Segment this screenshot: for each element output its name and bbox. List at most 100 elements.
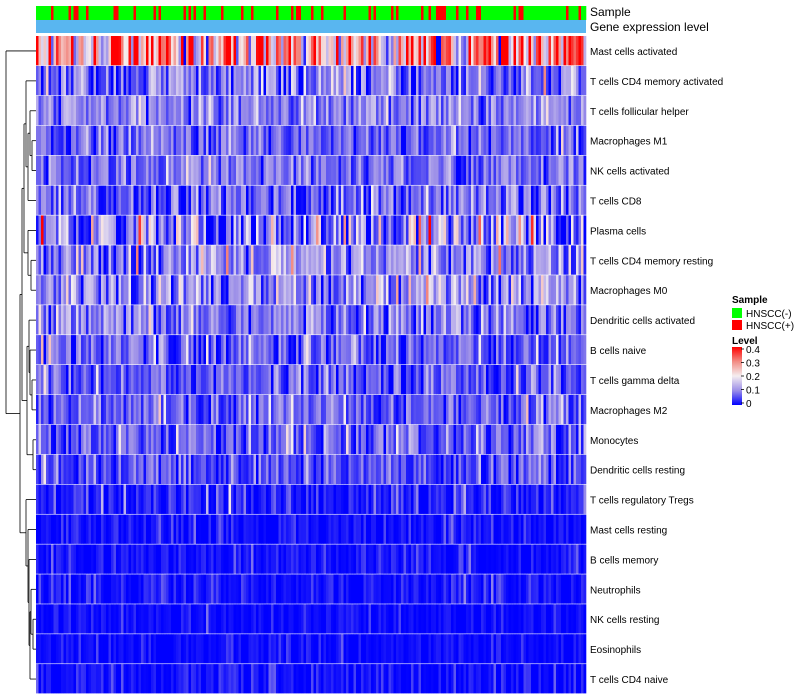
- heatmap-cell: [523, 155, 527, 185]
- heatmap-cell: [223, 514, 227, 544]
- heatmap-cell: [351, 514, 354, 544]
- heatmap-cell: [441, 634, 444, 664]
- heatmap-cell: [483, 335, 487, 365]
- heatmap-cell: [258, 275, 262, 305]
- heatmap-cell: [521, 65, 524, 96]
- heatmap-cell: [543, 424, 547, 455]
- heatmap-cell: [51, 335, 54, 365]
- heatmap-cell: [181, 574, 184, 604]
- heatmap-cell: [188, 454, 192, 485]
- heatmap-cell: [498, 155, 502, 185]
- heatmap-cell: [406, 424, 409, 455]
- sample-annotation-cell: [471, 6, 474, 20]
- heatmap-cell: [423, 245, 427, 275]
- heatmap-cell: [378, 305, 382, 335]
- heatmap-cell: [371, 305, 374, 335]
- heatmap-cell: [408, 514, 412, 544]
- heatmap-cell: [201, 454, 204, 485]
- heatmap-cell: [171, 215, 174, 245]
- heatmap-cell: [258, 245, 262, 275]
- heatmap-cell: [163, 215, 167, 245]
- heatmap-cell: [573, 454, 577, 485]
- heatmap-cell: [466, 394, 469, 425]
- heatmap-cell: [51, 484, 54, 514]
- heatmap-cell: [311, 36, 314, 66]
- heatmap-cell: [93, 65, 97, 96]
- heatmap-cell: [66, 394, 69, 425]
- heatmap-cell: [113, 65, 117, 96]
- heatmap-cell: [318, 155, 322, 185]
- heatmap-cell: [218, 95, 222, 126]
- heatmap-cell: [321, 305, 324, 335]
- heatmap-cell: [426, 634, 429, 664]
- heatmap-cell: [381, 604, 384, 634]
- heatmap-cell: [396, 215, 399, 245]
- heatmap-cell: [236, 185, 239, 215]
- heatmap-cell: [331, 125, 334, 156]
- sample-annotation-cell: [441, 6, 444, 20]
- heatmap-cell: [401, 454, 404, 485]
- heatmap-cell: [316, 514, 319, 544]
- heatmap-cell: [368, 604, 372, 634]
- heatmap-cell: [423, 365, 427, 395]
- heatmap-cell: [568, 185, 572, 215]
- heatmap-cell: [353, 424, 357, 455]
- heatmap-cell: [336, 125, 339, 156]
- heatmap-cell: [176, 424, 179, 455]
- heatmap-cell: [223, 125, 227, 156]
- heatmap-cell: [83, 245, 87, 275]
- heatmap-cell: [151, 365, 154, 395]
- heatmap-cell: [236, 95, 239, 126]
- heatmap-cell: [236, 484, 239, 514]
- heatmap-cell: [178, 335, 182, 365]
- heatmap-cell: [418, 125, 422, 156]
- heatmap-cell: [351, 155, 354, 185]
- heatmap-cell: [301, 155, 304, 185]
- heatmap-cell: [178, 484, 182, 514]
- heatmap-cell: [113, 634, 117, 664]
- heatmap-cell: [526, 544, 529, 574]
- heatmap-cell: [206, 454, 209, 485]
- sample-annotation-cell: [236, 6, 239, 20]
- heatmap-cell: [201, 125, 204, 156]
- heatmap-cell: [573, 484, 577, 514]
- heatmap-cell: [418, 424, 422, 455]
- heatmap-cell: [466, 215, 469, 245]
- heatmap-cell: [83, 155, 87, 185]
- heatmap-cell: [123, 454, 127, 485]
- heatmap-cell: [436, 65, 439, 96]
- heatmap-cell: [38, 275, 42, 305]
- heatmap-cell: [546, 95, 549, 126]
- heatmap-cell: [343, 514, 347, 544]
- heatmap-cell: [578, 215, 582, 245]
- heatmap-cell: [471, 155, 474, 185]
- heatmap-cell: [471, 125, 474, 156]
- heatmap-cell: [441, 544, 444, 574]
- heatmap-cell: [301, 36, 304, 66]
- heatmap-cell: [583, 95, 587, 126]
- heatmap-cell: [101, 125, 104, 156]
- heatmap-cell: [543, 125, 547, 156]
- heatmap-cell: [538, 275, 542, 305]
- heatmap-cell: [131, 604, 134, 634]
- heatmap-cell: [466, 424, 469, 455]
- heatmap-cell: [411, 454, 414, 485]
- heatmap-cell: [231, 394, 234, 425]
- heatmap-cell: [206, 65, 209, 96]
- sample-annotation-cell: [88, 6, 92, 20]
- heatmap-cell: [526, 305, 529, 335]
- heatmap-cell: [343, 95, 347, 126]
- heatmap-cell: [158, 215, 162, 245]
- heatmap-cell: [541, 574, 544, 604]
- heatmap-cell: [558, 155, 562, 185]
- heatmap-cell: [126, 454, 129, 485]
- heatmap-cell: [213, 424, 217, 455]
- heatmap-cell: [246, 604, 249, 634]
- heatmap-cell: [36, 604, 39, 634]
- heatmap-cell: [203, 36, 207, 66]
- heatmap-cell: [56, 215, 59, 245]
- heatmap-cell: [43, 424, 47, 455]
- heatmap-cell: [288, 305, 292, 335]
- heatmap-cell: [206, 394, 209, 425]
- heatmap-cell: [413, 484, 417, 514]
